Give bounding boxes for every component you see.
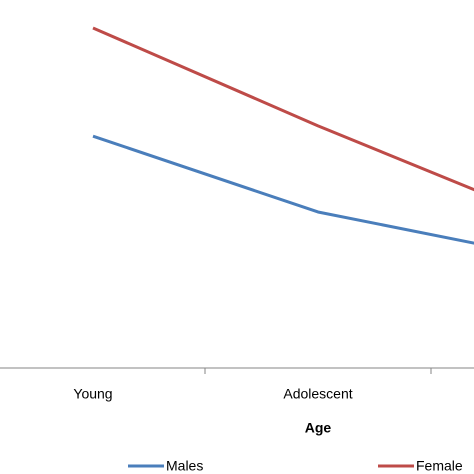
x-tick-label: Adolescent xyxy=(283,386,352,402)
legend-label: Males xyxy=(166,458,203,474)
line-series xyxy=(92,26,474,192)
x-axis-title: Age xyxy=(305,420,332,436)
line-series xyxy=(92,134,474,245)
x-tick-label: Young xyxy=(73,386,112,402)
legend-label: Female xyxy=(416,458,463,474)
